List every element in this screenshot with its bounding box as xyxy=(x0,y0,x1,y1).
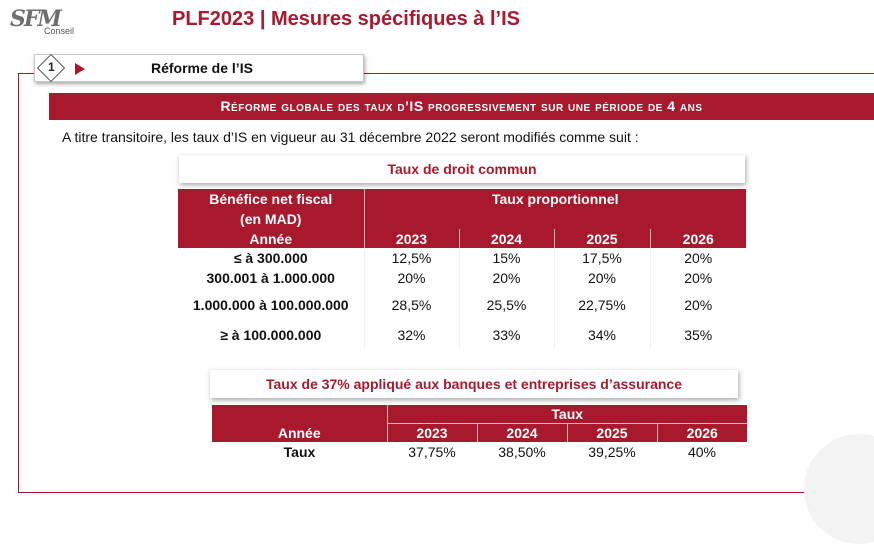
year-cell: 2023 xyxy=(386,423,477,442)
rate-cell: 20% xyxy=(649,248,746,267)
row-label: ≥ à 100.000.000 xyxy=(220,327,322,343)
year-header: Année xyxy=(178,229,364,248)
rate-cell: 12,5% xyxy=(363,248,459,267)
year-cell: 2025 xyxy=(566,423,657,442)
row-label: ≤ à 300.000 xyxy=(233,249,308,266)
section-banner: Réforme globale des taux d’IS progressiv… xyxy=(49,93,874,120)
rate-cell: 39,25% xyxy=(588,444,636,460)
year-cell: 2026 xyxy=(649,229,746,248)
rate-cell: 22,75% xyxy=(553,288,650,321)
intro-text: A titre transitoire, les taux d’IS en vi… xyxy=(62,129,639,145)
year-header: Année xyxy=(212,423,387,442)
year-cell: 2026 xyxy=(656,423,747,442)
corner-cell xyxy=(212,405,387,423)
rate-cell: 37,75% xyxy=(408,444,456,460)
logo-subtitle: Conseil xyxy=(44,26,75,36)
rate-cell: 35% xyxy=(649,321,746,349)
table1-caption: Taux de droit commun xyxy=(179,155,745,183)
rate-cell: 34% xyxy=(553,321,650,349)
rate-cell: 33% xyxy=(458,321,554,349)
frame-top-line xyxy=(18,73,874,74)
bank-insurance-rate-table: Taux Année 2023 2024 2025 2026 Taux 37,7… xyxy=(212,405,747,462)
group-header: Taux xyxy=(386,405,747,424)
logo-mark: SFM xyxy=(10,6,62,32)
rate-cell: 17,5% xyxy=(553,248,650,267)
frame-left-line xyxy=(18,73,19,493)
section-label: Réforme de l’IS xyxy=(151,60,253,76)
play-arrow-icon xyxy=(75,63,85,75)
common-rate-table: Bénéfice net fiscal Taux proportionnel (… xyxy=(178,189,746,349)
group-header: Taux proportionnel xyxy=(363,189,746,229)
rate-cell: 20% xyxy=(649,288,746,321)
frame-bottom-line xyxy=(18,492,874,493)
rate-cell: 32% xyxy=(363,321,459,349)
rate-cell: 38,50% xyxy=(498,444,546,460)
rate-cell: 20% xyxy=(458,267,554,288)
table-row: Taux 37,75% 38,50% 39,25% 40% xyxy=(212,442,747,462)
table-row: 300.001 à 1.000.000 20% 20% 20% 20% xyxy=(178,267,746,288)
table-row: ≥ à 100.000.000 32% 33% 34% 35% xyxy=(178,321,746,349)
rate-cell: 20% xyxy=(649,267,746,288)
rate-cell: 15% xyxy=(458,248,554,267)
rate-cell: 25,5% xyxy=(458,288,554,321)
year-cell: 2024 xyxy=(476,423,567,442)
rate-cell: 28,5% xyxy=(363,288,459,321)
row-header-unit: (en MAD) xyxy=(178,209,364,229)
year-cell: 2024 xyxy=(458,229,554,248)
sfm-logo: SFM Conseil xyxy=(10,6,80,40)
rate-cell: 20% xyxy=(363,267,459,288)
year-cell: 2023 xyxy=(363,229,459,248)
row-header: Bénéfice net fiscal xyxy=(178,189,364,209)
section-tab: 1 Réforme de l’IS xyxy=(34,53,364,83)
page-title: PLF2023 | Mesures spécifiques à l’IS xyxy=(172,8,520,30)
section-number-badge: 1 xyxy=(36,53,66,83)
row-label: Taux xyxy=(283,444,316,460)
table-row: 1.000.000 à 100.000.000 28,5% 25,5% 22,7… xyxy=(178,288,746,321)
rate-cell: 20% xyxy=(553,267,650,288)
row-label: 300.001 à 1.000.000 xyxy=(206,269,335,286)
row-label: 1.000.000 à 100.000.000 xyxy=(192,296,349,313)
rate-cell: 40% xyxy=(687,444,717,460)
year-cell: 2025 xyxy=(553,229,650,248)
table-row: ≤ à 300.000 12,5% 15% 17,5% 20% xyxy=(178,248,746,267)
corner-decoration xyxy=(804,434,874,544)
table2-caption: Taux de 37% appliqué aux banques et entr… xyxy=(210,370,738,398)
